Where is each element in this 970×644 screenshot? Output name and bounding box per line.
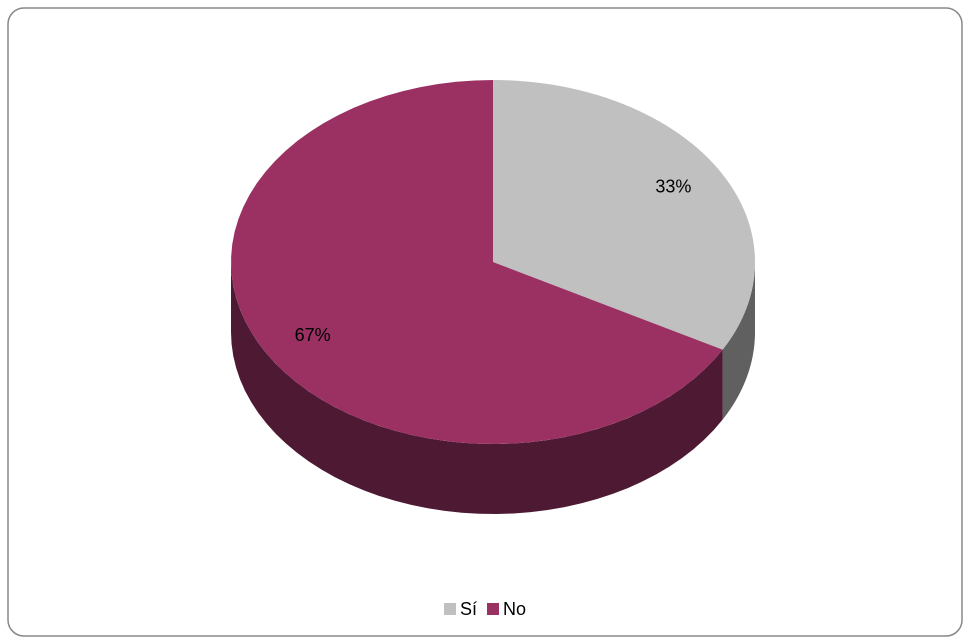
legend-swatch bbox=[487, 603, 499, 615]
legend-label: No bbox=[503, 599, 526, 619]
slice-side bbox=[722, 262, 755, 420]
legend: Sí No bbox=[443, 599, 526, 619]
legend-swatch bbox=[443, 603, 456, 615]
slice bbox=[493, 80, 755, 350]
legend-label: Sí bbox=[460, 599, 477, 619]
slice bbox=[231, 80, 723, 444]
data-label: 33% bbox=[655, 177, 691, 197]
slice-side bbox=[231, 262, 723, 514]
data-label: 67% bbox=[295, 325, 331, 345]
